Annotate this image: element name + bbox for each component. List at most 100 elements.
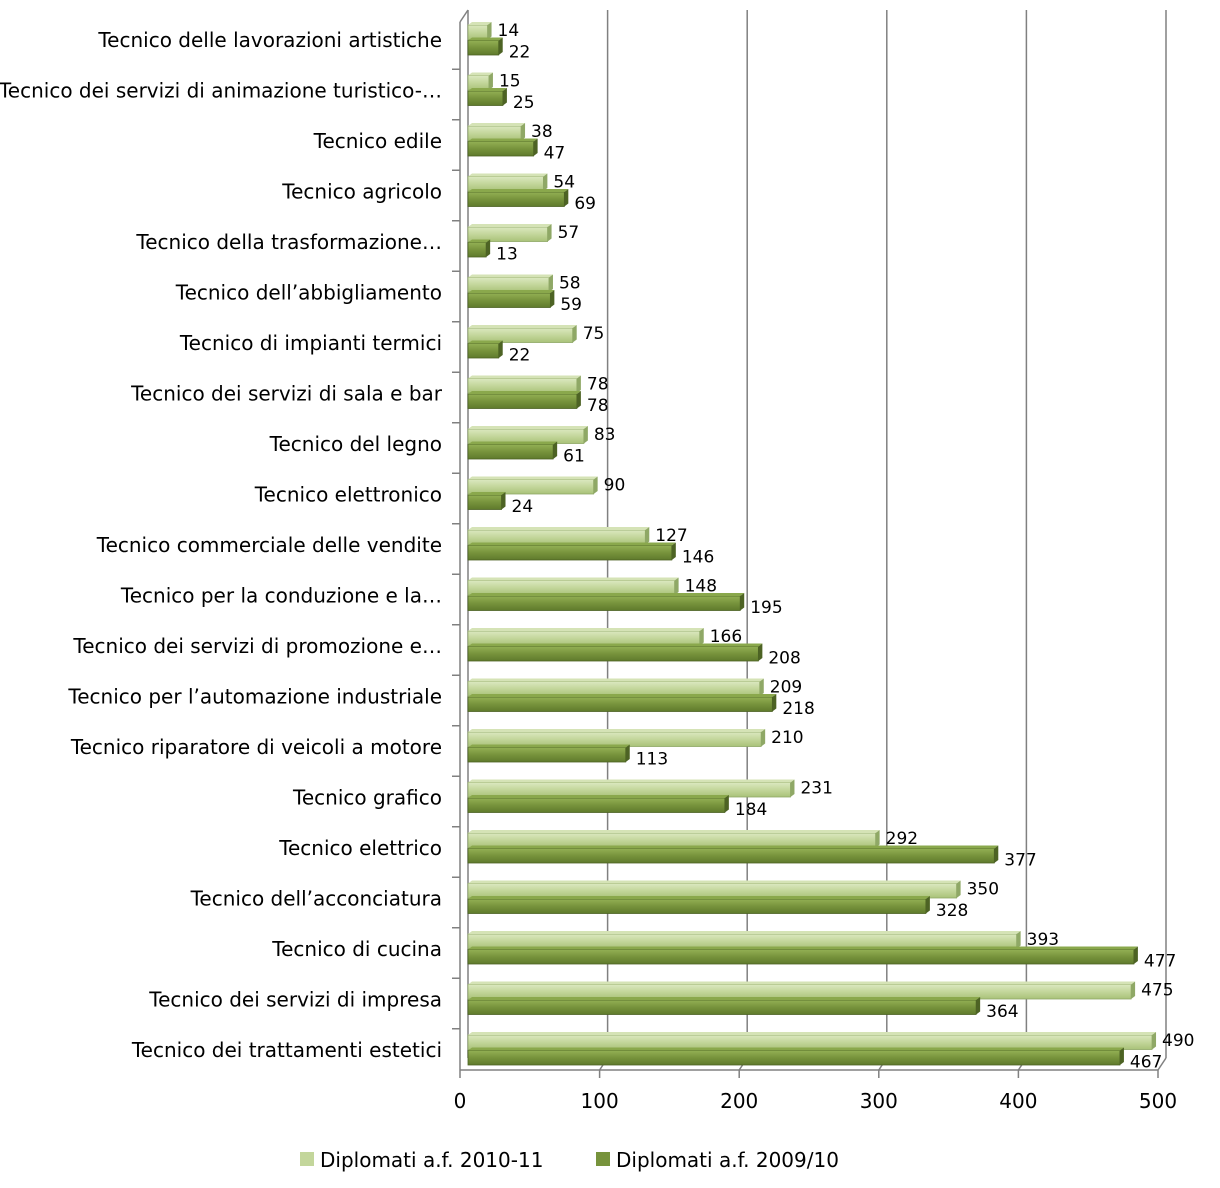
bar-front (467, 797, 726, 813)
bar-2010-11 (467, 678, 764, 697)
bar-end (501, 492, 506, 510)
bar-2009-10 (467, 340, 503, 359)
bar-end (576, 391, 581, 409)
bar-top (468, 678, 764, 682)
bar-end (740, 593, 745, 611)
bar-end (533, 138, 538, 156)
bar-end (488, 72, 493, 90)
data-label: 195 (750, 598, 782, 618)
bar-end (486, 239, 491, 257)
data-label: 59 (560, 295, 582, 315)
bar-2010-11 (467, 729, 766, 747)
data-label: 54 (553, 173, 575, 193)
data-label: 75 (583, 324, 605, 344)
bar-2009-10 (467, 946, 1138, 965)
data-label: 90 (604, 476, 626, 496)
bar-end (1133, 946, 1138, 964)
data-label: 13 (496, 245, 518, 265)
data-label: 467 (1130, 1053, 1162, 1073)
bar-top (468, 72, 493, 76)
bar-top (468, 88, 507, 91)
bar-2009-10 (467, 189, 569, 207)
category-label: Tecnico elettrico (278, 836, 442, 860)
bar-top (468, 492, 506, 495)
x-axis: 0 100 200 300 400 500 (452, 68, 1177, 1113)
bar-2010-11 (467, 22, 492, 40)
bar-2009-10 (467, 138, 538, 157)
data-label: 24 (512, 497, 534, 517)
bar-end (699, 628, 704, 646)
bar-front (467, 696, 773, 712)
bar-end (956, 880, 961, 898)
bar-front (467, 984, 1132, 1000)
bar-front (467, 90, 504, 106)
bar-end (564, 189, 569, 207)
data-label: 184 (735, 800, 767, 820)
data-label: 127 (655, 526, 687, 546)
bars (467, 22, 1157, 1066)
bar-2009-10 (467, 896, 930, 914)
bar-front (467, 580, 676, 596)
category-label: Tecnico dei servizi di promozione e… (72, 634, 442, 658)
bar-front (467, 529, 646, 545)
bar-front (467, 125, 522, 141)
data-label: 231 (800, 779, 832, 799)
plot-area (459, 9, 469, 1070)
bar-end (625, 744, 630, 762)
bar-front (467, 277, 550, 293)
bar-top (468, 643, 763, 647)
bar-2009-10 (467, 391, 581, 409)
category-label: Tecnico dell’acconciatura (190, 887, 442, 911)
bar-top (468, 744, 630, 748)
bar-top (468, 997, 981, 1000)
bar-2010-11 (467, 375, 581, 394)
bar-front (467, 848, 995, 864)
bar-top (468, 1047, 1124, 1051)
bar-top (468, 189, 569, 192)
bar-top (468, 527, 650, 530)
bar-end (498, 340, 503, 358)
bar-2010-11 (467, 325, 577, 343)
category-label: Tecnico per l’automazione industriale (67, 685, 442, 709)
data-label: 490 (1162, 1031, 1194, 1051)
wall-top-edge (459, 9, 469, 23)
bar-end (498, 37, 503, 55)
data-label: 148 (685, 577, 717, 597)
bar-end (671, 542, 676, 560)
bar-end (553, 441, 558, 459)
data-labels: 1422152538475469571358597522787883619024… (496, 21, 1194, 1073)
data-label: 83 (594, 425, 616, 445)
bar-2010-11 (467, 476, 598, 495)
data-label: 25 (513, 93, 535, 113)
category-label: Tecnico di cucina (271, 937, 442, 961)
bar-front (467, 479, 595, 495)
bar-end (724, 795, 729, 813)
bar-2010-11 (467, 224, 552, 242)
bar-front (467, 949, 1135, 965)
bar-end (543, 173, 548, 191)
bar-2010-11 (467, 173, 548, 192)
category-label: Tecnico elettronico (254, 483, 442, 507)
bar-top (468, 830, 880, 833)
bar-front (467, 327, 574, 343)
legend-swatch (596, 1152, 610, 1166)
category-label: Tecnico grafico (292, 786, 442, 810)
bar-end (875, 830, 880, 848)
bar-top (468, 577, 679, 581)
bar-end (790, 779, 795, 797)
category-label: Tecnico agricolo (281, 180, 442, 204)
bar-front (467, 933, 1018, 949)
bar-top (468, 981, 1136, 985)
bar-top (468, 325, 577, 328)
bar-top (468, 274, 553, 278)
data-label: 218 (782, 699, 814, 719)
bar-top (468, 931, 1021, 934)
category-label: Tecnico per la conduzione e la… (120, 584, 442, 608)
bar-2009-10 (467, 37, 503, 56)
data-label: 78 (587, 396, 609, 416)
data-label: 14 (498, 21, 520, 41)
bar-front (467, 226, 548, 242)
bar-end (521, 123, 526, 141)
bar-top (468, 426, 588, 429)
